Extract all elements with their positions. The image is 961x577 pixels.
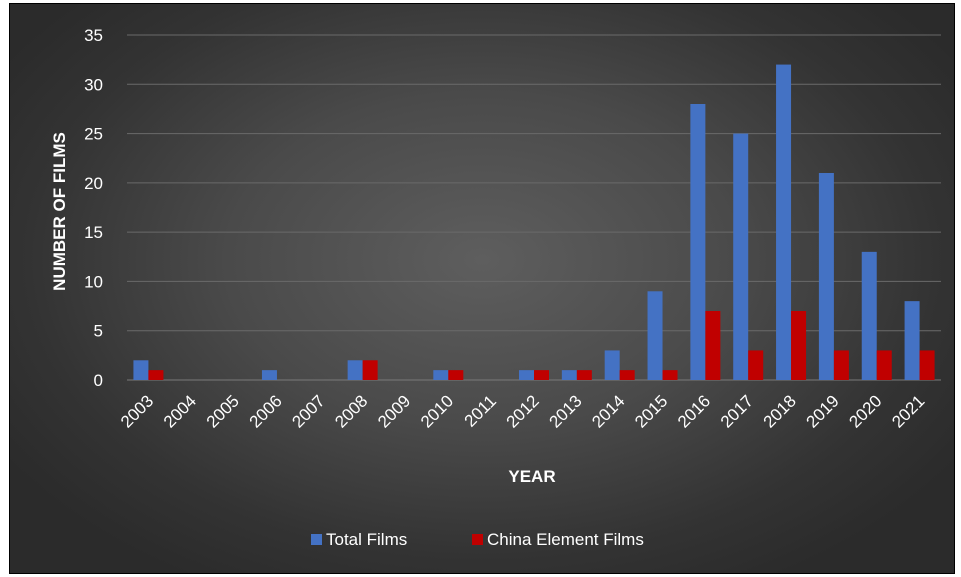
x-tick-label: 2016 (674, 391, 714, 431)
x-tick-label: 2021 (888, 391, 928, 431)
x-tick-label: 2003 (117, 391, 157, 431)
bar-china-element-films-2013 (576, 370, 592, 380)
legend-swatch-total-films (311, 534, 322, 545)
bar-china-element-films-2019 (833, 350, 849, 380)
y-tick-label: 25 (84, 125, 103, 144)
y-axis-label: NUMBER OF FILMS (50, 132, 69, 291)
legend-label-total-films: Total Films (326, 530, 407, 549)
x-tick-label: 2018 (760, 391, 800, 431)
bar-china-element-films-2008 (362, 360, 378, 380)
x-tick-label: 2007 (288, 391, 328, 431)
y-tick-label: 30 (84, 75, 103, 94)
bar-total-films-2008 (347, 360, 363, 380)
bar-china-element-films-2016 (705, 311, 721, 380)
bar-china-element-films-2021 (919, 350, 935, 380)
x-tick-label: 2008 (331, 391, 371, 431)
gridlines (127, 34, 941, 381)
bar-total-films-2012 (519, 370, 534, 380)
bar-china-element-films-2018 (791, 311, 807, 380)
bar-china-element-films-2012 (534, 370, 549, 380)
x-tick-label: 2017 (717, 391, 757, 431)
chart-frame: 0 5 10 15 20 25 30 35 2003 2004 2005 2006 2007 2008 2… (9, 3, 955, 574)
x-tick-label: 2004 (160, 391, 200, 431)
bar-total-films-2021 (904, 301, 920, 380)
x-tick-label: 2006 (246, 391, 286, 431)
x-tick-label: 2013 (545, 391, 585, 431)
y-tick-label: 10 (84, 272, 103, 291)
bar-total-films-2010 (433, 370, 449, 380)
x-tick-label: 2012 (503, 391, 543, 431)
x-tick-label: 2014 (588, 391, 628, 431)
bars (133, 64, 935, 381)
bar-total-films-2014 (604, 350, 620, 380)
bar-china-element-films-2014 (619, 370, 635, 380)
x-tick-label: 2020 (845, 391, 885, 431)
legend: Total Films China Element Films (311, 530, 644, 549)
bar-total-films-2015 (647, 291, 663, 380)
y-tick-label: 15 (84, 223, 103, 242)
bar-total-films-2020 (861, 251, 877, 380)
y-tick-label: 5 (94, 322, 103, 341)
x-axis-label: YEAR (508, 467, 555, 486)
bar-total-films-2017 (733, 133, 749, 380)
x-tick-label: 2010 (417, 391, 457, 431)
x-tick-label: 2015 (631, 391, 671, 431)
y-tick-label: 20 (84, 174, 103, 193)
x-tick-labels: 2003 2004 2005 2006 2007 2008 2009 2010 2011 2012… (117, 391, 928, 431)
x-tick-label: 2019 (803, 391, 843, 431)
legend-swatch-china-element-films (472, 534, 483, 545)
bar-china-element-films-2015 (662, 370, 678, 380)
bar-china-element-films-2010 (448, 370, 464, 380)
bar-china-element-films-2017 (748, 350, 764, 380)
bar-total-films-2003 (133, 360, 149, 380)
bar-china-element-films-2003 (148, 370, 164, 380)
y-tick-labels: 0 5 10 15 20 25 30 35 (84, 26, 103, 390)
x-tick-label: 2005 (203, 391, 243, 431)
y-tick-label: 0 (94, 371, 103, 390)
x-tick-label: 2009 (374, 391, 414, 431)
legend-label-china-element-films: China Element Films (487, 530, 644, 549)
bar-total-films-2018 (776, 64, 792, 381)
bar-total-films-2019 (818, 173, 834, 380)
bar-total-films-2006 (261, 370, 277, 380)
bar-china-element-films-2020 (876, 350, 892, 380)
bar-total-films-2016 (690, 104, 706, 380)
y-tick-label: 35 (84, 26, 103, 45)
x-tick-label: 2011 (461, 391, 500, 430)
bar-total-films-2013 (561, 370, 577, 380)
